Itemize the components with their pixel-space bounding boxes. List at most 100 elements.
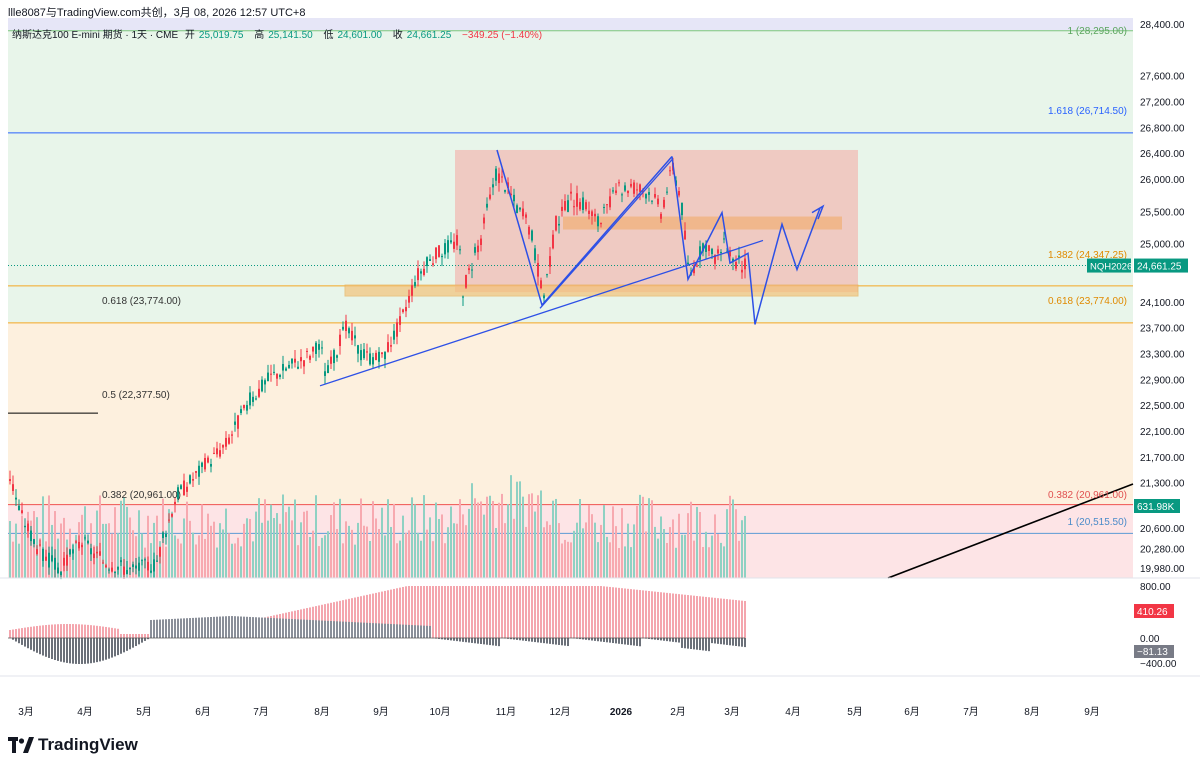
- osc-bar: [492, 586, 494, 638]
- osc-bar: [96, 625, 98, 638]
- osc-bar: [333, 602, 335, 638]
- volume-bar: [720, 542, 722, 578]
- volume-bar: [363, 525, 365, 578]
- osc-bar: [495, 586, 497, 638]
- osc-bar-signal: [93, 638, 95, 663]
- volume-bar: [642, 496, 644, 578]
- volume-bar: [621, 508, 623, 578]
- candle-body: [357, 345, 359, 354]
- candle: [189, 474, 191, 485]
- volume-bar: [60, 523, 62, 578]
- candle-body: [273, 371, 275, 373]
- osc-bar: [537, 586, 539, 638]
- candle-body: [516, 205, 518, 213]
- candle-body: [540, 280, 542, 289]
- candle-body: [471, 269, 473, 271]
- osc-bar-signal: [312, 620, 314, 638]
- osc-bar-signal: [78, 638, 80, 664]
- osc-bar-signal: [291, 619, 293, 638]
- volume-bar: [444, 543, 446, 578]
- tradingview-logo[interactable]: TradingView: [8, 735, 138, 755]
- osc-bar: [636, 589, 638, 638]
- volume-bar: [633, 524, 635, 578]
- volume-bar: [693, 540, 695, 578]
- osc-bar-signal: [216, 616, 218, 638]
- candle-body: [579, 202, 581, 210]
- osc-bar: [405, 586, 407, 638]
- candle: [18, 499, 20, 511]
- osc-bar: [558, 586, 560, 638]
- candle: [303, 359, 305, 375]
- candle-body: [519, 207, 521, 210]
- candle: [237, 414, 239, 438]
- candle: [222, 444, 224, 455]
- candle-body: [309, 355, 311, 360]
- candle-body: [384, 351, 386, 360]
- candle-body: [321, 347, 323, 349]
- osc-bar-signal: [18, 638, 20, 644]
- candle: [501, 167, 503, 183]
- candle-body: [183, 480, 185, 496]
- candle-body: [699, 246, 701, 260]
- osc-bar: [390, 589, 392, 638]
- candle-body: [393, 330, 395, 340]
- volume-bar: [549, 524, 551, 578]
- candle: [75, 539, 77, 544]
- volume-bar: [660, 516, 662, 578]
- candle-body: [438, 245, 440, 257]
- candle: [588, 201, 590, 220]
- osc-bar-signal: [390, 624, 392, 638]
- osc-bar: [711, 597, 713, 638]
- candle: [240, 405, 242, 416]
- candle-body: [360, 350, 362, 361]
- candle-body: [54, 557, 56, 570]
- candle-body: [222, 444, 224, 448]
- price-tick: 20,600.00: [1140, 524, 1185, 535]
- candle: [738, 246, 740, 264]
- osc-bar: [609, 586, 611, 638]
- osc-bar-signal: [75, 638, 77, 664]
- volume-bar: [516, 481, 518, 578]
- osc-bar-signal: [417, 625, 419, 638]
- osc-bar-signal: [657, 638, 659, 641]
- support-zone: [344, 284, 859, 297]
- fib-label-0-618-left: 0.618 (23,774.00): [102, 296, 181, 307]
- volume-bar: [12, 541, 14, 578]
- osc-bar: [606, 586, 608, 638]
- candle: [474, 243, 476, 256]
- osc-bar-signal: [513, 638, 515, 640]
- candle-body: [246, 405, 248, 411]
- osc-bar: [642, 590, 644, 638]
- candle-body: [93, 553, 95, 559]
- candle: [648, 187, 650, 202]
- osc-bar-signal: [147, 638, 149, 640]
- volume-bar: [330, 515, 332, 578]
- candle: [600, 222, 602, 228]
- candle: [591, 209, 593, 225]
- osc-bar-signal: [414, 625, 416, 638]
- candle-body: [501, 176, 503, 178]
- volume-bar: [231, 543, 233, 578]
- volume-bar: [615, 526, 617, 578]
- osc-bar: [639, 590, 641, 638]
- candle-body: [315, 342, 317, 354]
- candle-body: [465, 275, 467, 288]
- candle-body: [639, 184, 641, 192]
- osc-bar-signal: [393, 624, 395, 638]
- price-tick: 25,000.00: [1140, 240, 1185, 251]
- candle-body: [36, 549, 38, 555]
- osc-bar: [519, 586, 521, 638]
- volume-bar: [483, 514, 485, 578]
- osc-bar: [696, 595, 698, 638]
- osc-bar-signal: [270, 618, 272, 638]
- volume-bar: [405, 532, 407, 578]
- symbol-name[interactable]: 纳斯达克100 E-mini 期货 · 1天 · CME: [12, 30, 179, 41]
- candle: [678, 187, 680, 198]
- candle: [426, 256, 428, 273]
- candle-body: [708, 245, 710, 251]
- close-label: 收: [392, 30, 403, 41]
- candle: [393, 324, 395, 345]
- candle-body: [132, 564, 134, 567]
- candle-body: [588, 210, 590, 214]
